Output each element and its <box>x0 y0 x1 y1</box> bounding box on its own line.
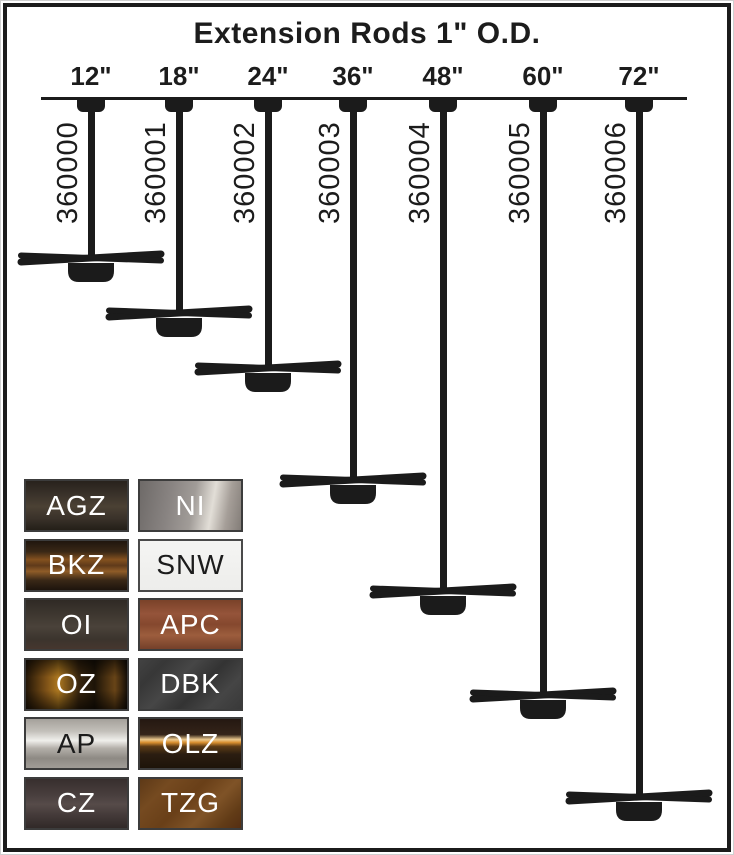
finish-code-label: AGZ <box>46 489 107 521</box>
finish-code-label: APC <box>160 608 221 640</box>
rod-length-label: 24" <box>247 61 289 91</box>
ceiling-fan-icon <box>468 686 618 733</box>
ceiling-fan-icon <box>193 359 343 406</box>
finish-swatch-dbk: DBK <box>138 657 243 711</box>
rod-model-number: 360003 <box>314 121 346 224</box>
ceiling-fan-icon <box>278 471 428 518</box>
finish-swatch-cz: CZ <box>24 776 129 830</box>
rod-length-label: 48" <box>422 61 464 91</box>
finish-swatch-bkz: BKZ <box>24 538 129 592</box>
finish-swatch-tzg: TZG <box>138 776 243 830</box>
finish-code-label: AP <box>56 727 97 759</box>
rod-length-label: 60" <box>522 61 564 91</box>
finish-swatch-apc: APC <box>138 598 243 651</box>
rod-length-label: 36" <box>332 61 374 91</box>
finish-swatch-oz: OZ <box>24 657 129 711</box>
rod-length-label: 18" <box>158 61 200 91</box>
extension-rod <box>87 100 95 258</box>
rod-length-label: 12" <box>70 61 112 91</box>
rod-model-number: 360005 <box>504 121 536 224</box>
finish-code-label: TZG <box>161 787 220 818</box>
ceiling-fan-icon <box>368 582 518 629</box>
extension-rod <box>439 100 447 591</box>
finish-code-label: OLZ <box>161 727 220 759</box>
extension-rod <box>635 100 643 797</box>
ceiling-fan-icon <box>16 249 166 296</box>
finish-swatch-ap: AP <box>24 717 129 770</box>
finish-code-label: OZ <box>56 668 97 699</box>
rod-model-number: 360002 <box>229 121 261 224</box>
finish-code-label: CZ <box>56 787 97 818</box>
finish-code-label: NI <box>175 489 206 521</box>
finish-code-label: SNW <box>156 549 225 580</box>
ceiling-fan-icon <box>564 788 714 835</box>
rod-model-number: 360001 <box>140 121 172 224</box>
finish-swatch-olz: OLZ <box>138 717 243 770</box>
rod-length-label: 72" <box>618 61 660 91</box>
rod-model-number: 360006 <box>600 121 632 224</box>
finish-swatch-agz: AGZ <box>24 479 129 532</box>
ceiling-line <box>41 97 687 100</box>
ceiling-fan-icon <box>104 304 254 351</box>
finish-swatch-oi: OI <box>24 598 129 651</box>
finish-code-label: OI <box>60 608 93 640</box>
rod-model-number: 360004 <box>404 121 436 224</box>
finish-code-label: DBK <box>160 668 221 699</box>
finish-swatch-snw: SNW <box>138 538 243 592</box>
extension-rod <box>175 100 183 313</box>
extension-rod <box>539 100 547 695</box>
rod-model-number: 360000 <box>52 121 84 224</box>
extension-rod <box>349 100 357 480</box>
finish-swatch-ni: NI <box>138 479 243 532</box>
finish-code-label: BKZ <box>47 549 106 580</box>
extension-rod <box>264 100 272 368</box>
page-title: Extension Rods 1" O.D. <box>193 17 541 50</box>
